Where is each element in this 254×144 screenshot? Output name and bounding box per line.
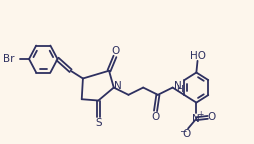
Text: −: − <box>179 126 186 135</box>
Text: O: O <box>208 112 216 122</box>
Text: N: N <box>114 81 122 91</box>
Text: S: S <box>95 118 102 128</box>
Text: +: + <box>197 110 204 119</box>
Text: O: O <box>111 46 120 56</box>
Text: O: O <box>151 112 159 122</box>
Text: H: H <box>176 85 183 94</box>
Text: N: N <box>174 81 182 91</box>
Text: Br: Br <box>3 54 14 64</box>
Text: HO: HO <box>189 51 205 61</box>
Text: N: N <box>193 114 200 124</box>
Text: O: O <box>182 129 190 139</box>
